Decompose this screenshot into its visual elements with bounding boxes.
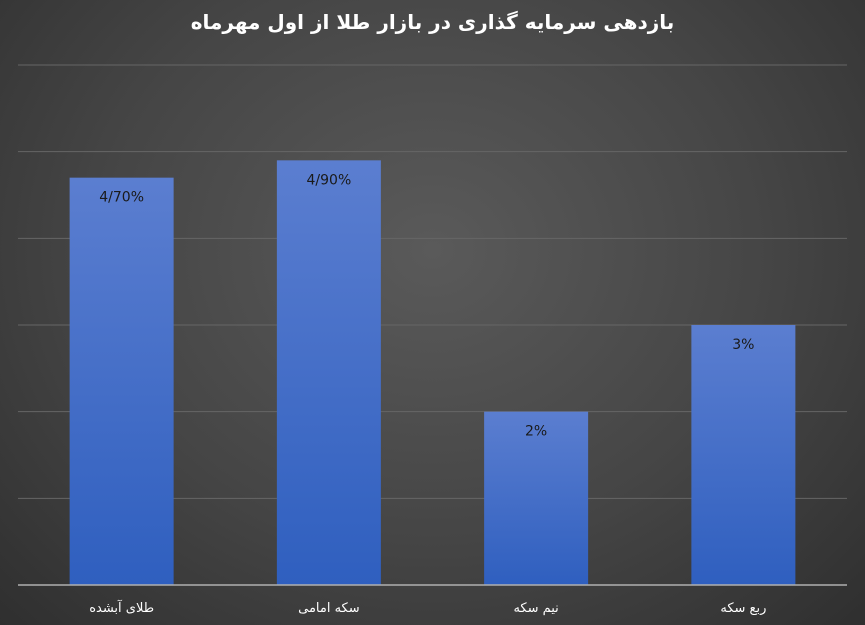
bars xyxy=(69,160,796,586)
bar xyxy=(691,325,796,585)
bar xyxy=(69,177,174,585)
bar xyxy=(276,160,381,586)
chart-title: بازدهی سرمایه گذاری در بازار طلا از اول … xyxy=(190,10,675,34)
x-tick-label: سکه امامی xyxy=(298,601,360,616)
x-tick-label: نیم سکه xyxy=(513,601,558,616)
x-tick-label: طلای آبشده xyxy=(89,599,154,616)
data-label: 4/90% xyxy=(307,172,352,188)
labels: 4/70% طلای آبشده 4/90% سکه امامی 2% نیم سکه 3%… xyxy=(89,172,766,616)
x-tick-label: ربع سکه xyxy=(720,601,766,616)
bar xyxy=(484,411,589,585)
data-label: 2% xyxy=(525,424,547,440)
data-label: 4/70% xyxy=(99,190,144,206)
data-label: 3% xyxy=(732,337,754,353)
